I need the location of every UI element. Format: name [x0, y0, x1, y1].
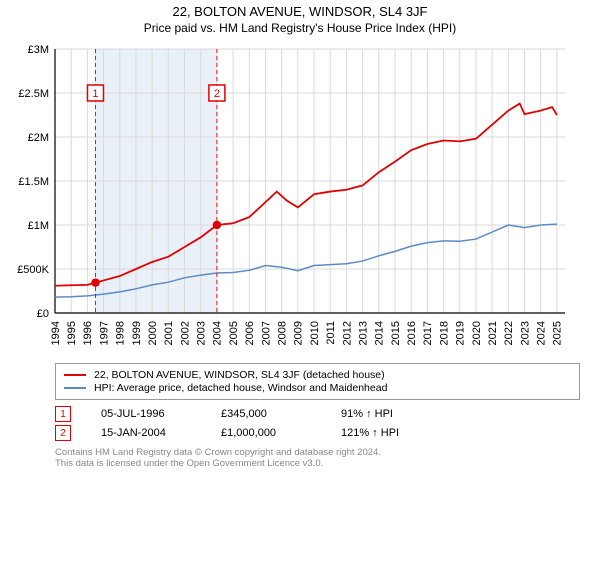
legend-item: 22, BOLTON AVENUE, WINDSOR, SL4 3JF (det… [64, 369, 571, 381]
legend-item: HPI: Average price, detached house, Wind… [64, 382, 571, 394]
chart-subtitle: Price paid vs. HM Land Registry's House … [0, 21, 600, 35]
svg-text:2017: 2017 [422, 321, 434, 345]
svg-text:1999: 1999 [131, 321, 143, 345]
legend-swatch [64, 374, 86, 376]
price-chart: £0 £500K £1M £1.5M £2M £2.5M £3M 1994 1995 1996 19… [0, 39, 580, 359]
svg-text:2003: 2003 [196, 321, 208, 345]
svg-text:2020: 2020 [471, 321, 483, 345]
svg-text:2012: 2012 [341, 321, 353, 345]
svg-text:2014: 2014 [374, 321, 386, 345]
svg-text:1996: 1996 [82, 321, 94, 345]
sale-price: £1,000,000 [221, 427, 311, 439]
svg-text:2002: 2002 [179, 321, 191, 345]
sale-date: 15-JAN-2004 [101, 427, 191, 439]
svg-text:2009: 2009 [293, 321, 305, 345]
svg-text:2024: 2024 [536, 321, 548, 345]
svg-text:2006: 2006 [244, 321, 256, 345]
svg-text:£2.5M: £2.5M [18, 88, 49, 100]
chart-title: 22, BOLTON AVENUE, WINDSOR, SL4 3JF [0, 4, 600, 19]
svg-text:2021: 2021 [487, 321, 499, 345]
svg-text:2025: 2025 [552, 321, 564, 345]
svg-text:2013: 2013 [357, 321, 369, 345]
legend-swatch [64, 387, 86, 389]
sale-hpi: 121% ↑ HPI [341, 427, 421, 439]
svg-text:1995: 1995 [66, 321, 78, 345]
svg-text:1994: 1994 [50, 321, 62, 345]
svg-text:2007: 2007 [260, 321, 272, 345]
svg-text:2018: 2018 [438, 321, 450, 345]
sale-row: 2 15-JAN-2004 £1,000,000 121% ↑ HPI [55, 425, 580, 441]
svg-text:2015: 2015 [390, 321, 402, 345]
sale-marker-2: 2 [55, 425, 71, 441]
svg-text:2016: 2016 [406, 321, 418, 345]
footer-line: This data is licensed under the Open Gov… [55, 458, 580, 469]
legend-label: HPI: Average price, detached house, Wind… [94, 382, 387, 394]
svg-text:2: 2 [214, 88, 220, 100]
svg-text:2001: 2001 [163, 321, 175, 345]
svg-text:1997: 1997 [98, 321, 110, 345]
svg-text:2011: 2011 [325, 321, 337, 345]
chart-legend: 22, BOLTON AVENUE, WINDSOR, SL4 3JF (det… [55, 363, 580, 400]
svg-text:2010: 2010 [309, 321, 321, 345]
sale-hpi: 91% ↑ HPI [341, 408, 421, 420]
svg-text:2023: 2023 [519, 321, 531, 345]
svg-text:2000: 2000 [147, 321, 159, 345]
sale-row: 1 05-JUL-1996 £345,000 91% ↑ HPI [55, 406, 580, 422]
svg-text:2004: 2004 [212, 321, 224, 345]
svg-text:2005: 2005 [228, 321, 240, 345]
svg-text:2008: 2008 [277, 321, 289, 345]
svg-text:£2M: £2M [28, 132, 49, 144]
sale-price: £345,000 [221, 408, 311, 420]
svg-text:2022: 2022 [503, 321, 515, 345]
svg-text:£0: £0 [37, 308, 49, 320]
legend-label: 22, BOLTON AVENUE, WINDSOR, SL4 3JF (det… [94, 369, 385, 381]
svg-text:£1.5M: £1.5M [18, 176, 49, 188]
svg-text:1: 1 [92, 88, 98, 100]
svg-text:2019: 2019 [455, 321, 467, 345]
footer-line: Contains HM Land Registry data © Crown c… [55, 447, 580, 458]
svg-text:£500K: £500K [17, 264, 49, 276]
svg-text:£1M: £1M [28, 220, 49, 232]
sale-marker-1: 1 [55, 406, 71, 422]
svg-text:1998: 1998 [115, 321, 127, 345]
sale-date: 05-JUL-1996 [101, 408, 191, 420]
svg-text:£3M: £3M [28, 44, 49, 56]
chart-footer: Contains HM Land Registry data © Crown c… [55, 447, 580, 469]
sale-events-table: 1 05-JUL-1996 £345,000 91% ↑ HPI 2 15-JA… [55, 406, 580, 441]
